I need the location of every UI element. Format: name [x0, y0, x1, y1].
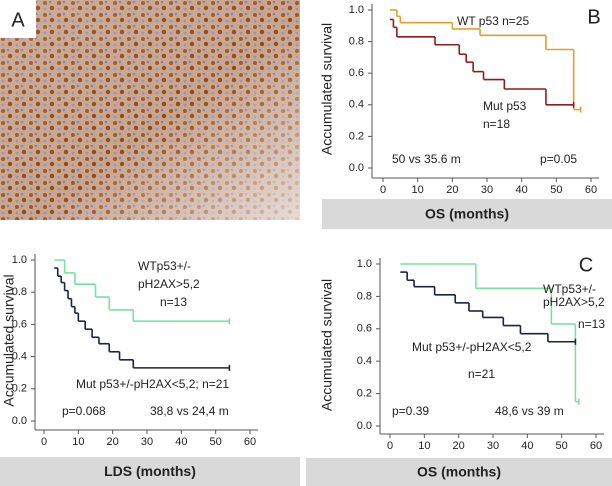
- x-tick-label: 30: [141, 436, 153, 448]
- annotation: Mut p53+/-pH2AX<5,2: [412, 340, 532, 354]
- panel-label: C: [579, 254, 593, 276]
- y-axis-label: Accumulated survival: [319, 23, 335, 155]
- annotation: 50 vs 35.6 m: [392, 152, 461, 166]
- annotation: Mut p53+/-pH2AX<5,2; n=21: [76, 377, 229, 391]
- x-tick-label: 60: [590, 440, 602, 452]
- annotation: n=13: [160, 295, 187, 309]
- x-tick-label: 30: [487, 440, 499, 452]
- annotation: WT p53 n=25: [457, 14, 529, 28]
- x-tick-label: 20: [107, 436, 119, 448]
- x-tick-label: 10: [412, 184, 424, 196]
- panel-label-box: [572, 252, 600, 280]
- x-tick-label: 20: [446, 184, 458, 196]
- panel-label-box: [580, 4, 608, 32]
- x-label-band: [322, 199, 612, 229]
- annotation: WTp53+/-: [543, 282, 596, 296]
- x-tick-label: 0: [387, 440, 393, 452]
- y-tick-label: 0.0: [349, 162, 364, 174]
- y-tick-label: 0.8: [12, 286, 27, 298]
- y-axis-label: Accumulated survival: [319, 279, 335, 411]
- y-tick-label: 1.0: [349, 4, 364, 16]
- x-tick-label: 0: [41, 436, 47, 448]
- chart: LDS (months) Accumulated survival 0.0 0.2 0.…: [0, 254, 300, 486]
- micrograph-shade: [0, 0, 300, 220]
- y-tick-label: 0.2: [349, 130, 364, 142]
- y-tick-label: 0.4: [349, 99, 364, 111]
- x-tick-label: 10: [418, 440, 430, 452]
- panel-label-box: [0, 0, 36, 38]
- y-tick-label: 0.6: [357, 323, 372, 335]
- annotation: n=13: [578, 317, 605, 331]
- chart: OS (months) Accumulated survival 0.0 0.2 0.4…: [319, 4, 612, 229]
- y-tick-label: 0.6: [349, 67, 364, 79]
- x-tick-label: 20: [453, 440, 465, 452]
- y-tick-label: 1.0: [12, 254, 27, 266]
- panel-a: A: [0, 0, 300, 220]
- x-tick-label: 40: [175, 436, 187, 448]
- annotation: p=0.068: [62, 404, 106, 418]
- x-tick-label: 60: [585, 184, 597, 196]
- x-tick-label: 50: [556, 440, 568, 452]
- x-tick-label: 40: [516, 184, 528, 196]
- annotation: 48,6 vs 39 m: [495, 404, 564, 418]
- y-tick-label: 0.8: [349, 36, 364, 48]
- x-tick-label: 0: [380, 184, 386, 196]
- x-tick-label: 50: [550, 184, 562, 196]
- annotation: p=0.05: [540, 152, 577, 166]
- y-tick-label: 0.2: [12, 383, 27, 395]
- annotation: WTp53+/-: [138, 259, 191, 273]
- annotation: pH2AX>5,2: [543, 295, 605, 309]
- annotation: pH2AX>5,2: [138, 277, 200, 291]
- panel-label: A: [11, 9, 25, 31]
- x-tick-label: 40: [521, 440, 533, 452]
- y-tick-label: 0.0: [12, 415, 27, 427]
- y-tick-label: 0.2: [357, 388, 372, 400]
- annotation: Mut p53: [483, 99, 527, 113]
- y-tick-label: 1.0: [357, 258, 372, 270]
- x-tick-label: 50: [210, 436, 222, 448]
- y-tick-label: 0.4: [357, 355, 372, 367]
- x-tick-label: 10: [72, 436, 84, 448]
- x-tick-label: 60: [244, 436, 256, 448]
- x-label-band: [0, 457, 300, 486]
- annotation: 38,8 vs 24,4 m: [150, 404, 229, 418]
- y-tick-label: 0.6: [12, 318, 27, 330]
- y-tick-label: 0.8: [357, 290, 372, 302]
- x-axis-label: OS (months): [417, 464, 501, 480]
- y-tick-label: 0.0: [357, 420, 372, 432]
- annotation: n=21: [468, 367, 495, 381]
- chart: OS (months) Accumulated survival 0.0 0.2 0.4…: [306, 252, 612, 486]
- y-axis-label: Accumulated survival: [1, 274, 17, 406]
- panel-label: B: [587, 6, 600, 28]
- x-axis-label: LDS (months): [104, 463, 196, 479]
- annotation: n=18: [483, 117, 510, 131]
- annotation: p=0.39: [392, 404, 429, 418]
- x-tick-label: 30: [481, 184, 493, 196]
- y-tick-label: 0.4: [12, 351, 27, 363]
- x-label-band: [306, 458, 612, 486]
- x-axis-label: OS (months): [425, 206, 509, 222]
